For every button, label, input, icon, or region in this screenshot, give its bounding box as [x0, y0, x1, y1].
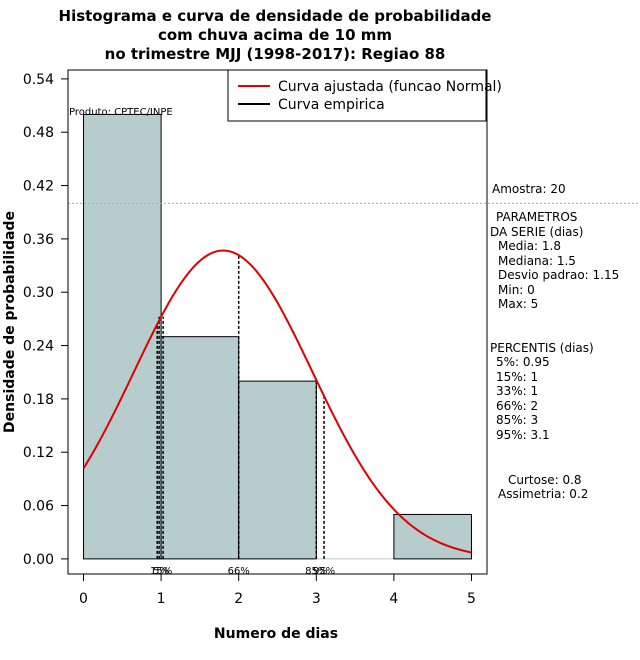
percentile-lines — [156, 255, 325, 559]
chart-title: Histograma e curva de densidade de proba… — [59, 7, 492, 63]
histogram-bar-1 — [160, 336, 240, 560]
legend-label-fitted-curve: Curva ajustada (funcao Normal) — [278, 79, 502, 95]
percentile-66: 66%: 2 — [496, 399, 538, 413]
parameters-heading: PARAMETROS — [496, 210, 577, 224]
x-tick-label-2: 2 — [234, 591, 243, 607]
normal-curve — [82, 249, 472, 554]
x-tick-label-5: 5 — [467, 591, 476, 607]
percentile-5: 5%: 0.95 — [496, 355, 550, 369]
stat-std-dev: Desvio padrao: 1.15 — [498, 268, 619, 282]
title-line-2: com chuva acima de 10 mm — [158, 26, 392, 44]
percentile-axis-label-1: 15% — [150, 566, 172, 577]
y-tick-label-8: 0.48 — [23, 125, 54, 141]
x-tick-label-0: 0 — [79, 591, 88, 607]
y-tick-label-0: 0.00 — [23, 552, 54, 568]
stat-median: Mediana: 1.5 — [498, 254, 576, 268]
y-tick-label-7: 0.42 — [23, 179, 54, 195]
percentile-axis-labels: 5%15% 66% 85%95% — [150, 566, 335, 577]
percentile-axis-label-3: 85% — [305, 566, 327, 577]
histogram-bar-0 — [83, 113, 162, 560]
percentile-33: 33%: 1 — [496, 384, 538, 398]
y-tick-label-9: 0.54 — [23, 72, 54, 88]
percentiles-heading: PERCENTIS (dias) — [490, 341, 594, 355]
sample-size: Amostra: 20 — [492, 182, 566, 196]
percentile-axis-label-4: 95% — [313, 566, 335, 577]
x-axis: 0 1 2 3 4 5 — [79, 573, 476, 607]
legend: Curva ajustada (funcao Normal) Curva emp… — [227, 69, 502, 122]
percentile-15: 15%: 1 — [496, 370, 538, 384]
x-axis-label: Numero de dias — [214, 626, 338, 642]
y-axis-label: Densidade de probabilidade — [2, 211, 18, 433]
percentile-85: 85%: 3 — [496, 413, 538, 427]
y-tick-label-1: 0.06 — [23, 499, 54, 515]
percentile-axis-label-2: 66% — [228, 566, 250, 577]
stat-skewness: Assimetria: 0.2 — [498, 487, 588, 501]
histogram-bar-2 — [238, 380, 317, 560]
statistics-panel: Amostra: 20 PARAMETROS DA SERIE (dias) M… — [490, 182, 619, 501]
parameters-subheading: DA SERIE (dias) — [490, 225, 583, 239]
legend-box — [227, 69, 487, 122]
x-tick-label-3: 3 — [312, 591, 321, 607]
y-tick-label-2: 0.12 — [23, 445, 54, 461]
title-line-3: no trimestre MJJ (1998-2017): Regiao 88 — [105, 45, 446, 63]
x-tick-label-1: 1 — [157, 591, 166, 607]
y-tick-label-3: 0.18 — [23, 392, 54, 408]
x-tick-label-4: 4 — [389, 591, 398, 607]
y-axis: 0.00 0.06 0.12 0.18 0.24 0.30 0.36 0.42 0.48 0.54 — [23, 72, 69, 568]
stat-max: Max: 5 — [498, 297, 538, 311]
percentile-95: 95%: 3.1 — [496, 428, 550, 442]
histogram-bars — [83, 113, 472, 560]
y-tick-label-6: 0.36 — [23, 232, 54, 248]
y-tick-label-4: 0.24 — [23, 339, 54, 355]
product-label: Produto: CPTEC/INPE — [69, 107, 173, 118]
percentile-axis-label-0: 5% — [153, 566, 169, 577]
legend-label-empirical-curve: Curva empirica — [278, 97, 385, 113]
stat-kurtosis: Curtose: 0.8 — [508, 473, 582, 487]
title-line-1: Histograma e curva de densidade de proba… — [59, 7, 492, 25]
stat-mean: Media: 1.8 — [498, 239, 561, 253]
y-tick-label-5: 0.30 — [23, 285, 54, 301]
stat-min: Min: 0 — [498, 283, 535, 297]
